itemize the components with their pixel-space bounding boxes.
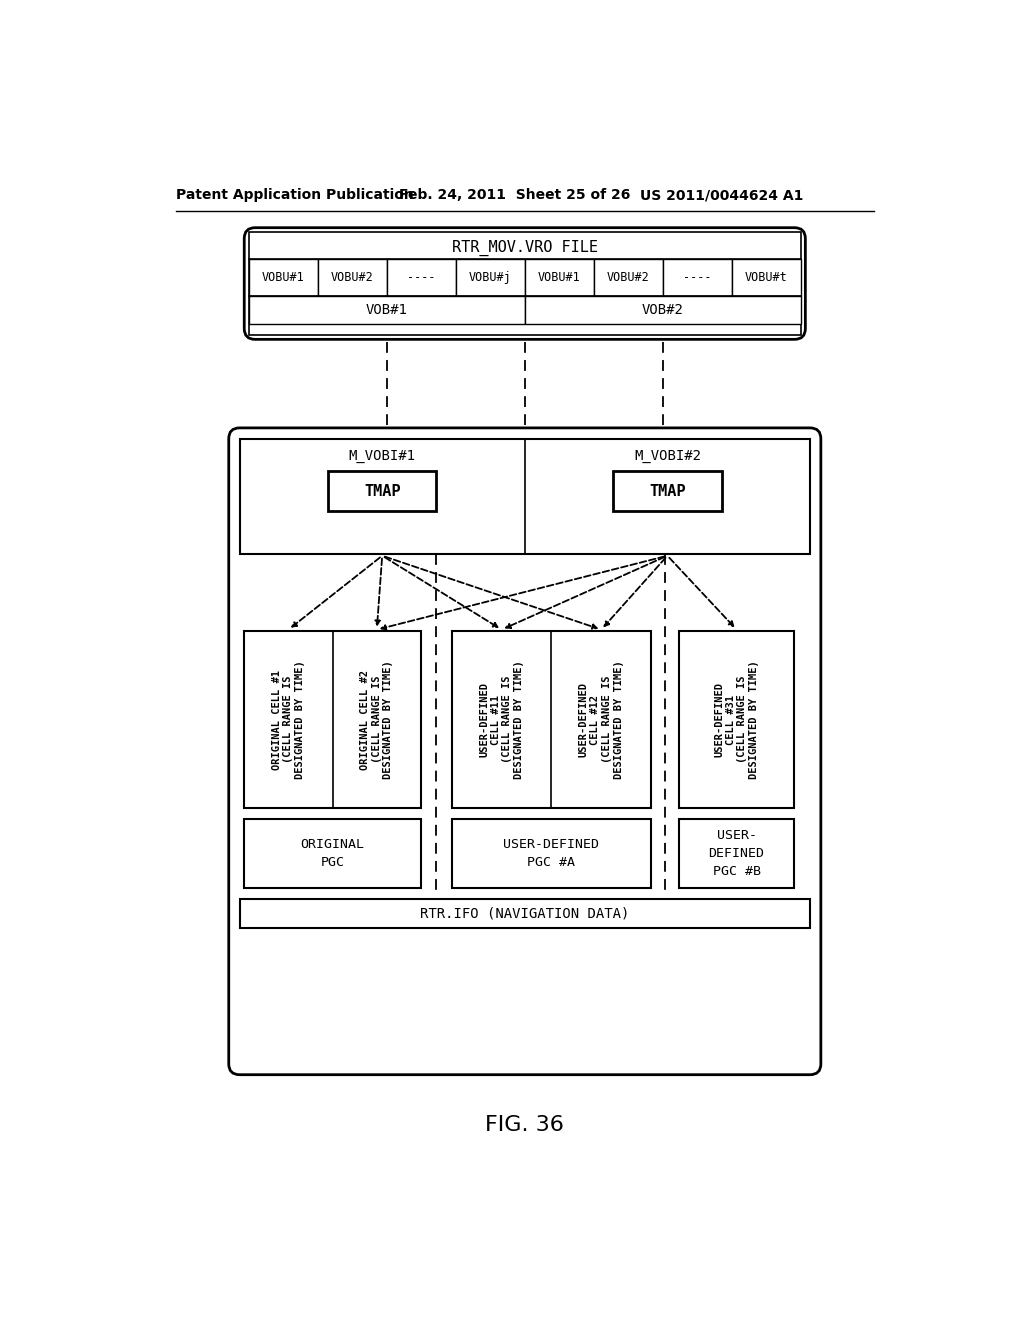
Text: M_VOBI#1: M_VOBI#1 xyxy=(349,449,416,462)
Bar xyxy=(240,899,810,928)
Text: USER-
DEFINED
PGC #B: USER- DEFINED PGC #B xyxy=(709,829,765,878)
Bar xyxy=(452,631,651,808)
Text: FIG. 36: FIG. 36 xyxy=(485,1115,564,1135)
Bar xyxy=(663,259,732,296)
Text: USER-DEFINED
CELL #12
(CELL RANGE IS
DESIGNATED BY TIME): USER-DEFINED CELL #12 (CELL RANGE IS DES… xyxy=(579,660,624,779)
Text: RTR.IFO (NAVIGATION DATA): RTR.IFO (NAVIGATION DATA) xyxy=(420,907,630,921)
Text: USER-DEFINED
CELL #31
(CELL RANGE IS
DESIGNATED BY TIME): USER-DEFINED CELL #31 (CELL RANGE IS DES… xyxy=(714,660,759,779)
Text: RTR_MOV.VRO FILE: RTR_MOV.VRO FILE xyxy=(452,240,598,256)
Bar xyxy=(245,631,421,808)
Bar xyxy=(328,471,436,511)
Bar xyxy=(456,259,524,296)
Bar xyxy=(240,438,810,554)
Text: USER-DEFINED
PGC #A: USER-DEFINED PGC #A xyxy=(504,838,599,869)
Bar xyxy=(387,259,456,296)
Text: ORIGINAL
PGC: ORIGINAL PGC xyxy=(301,838,365,869)
Bar xyxy=(732,259,801,296)
Text: TMAP: TMAP xyxy=(364,483,400,499)
FancyBboxPatch shape xyxy=(245,227,805,339)
Bar xyxy=(524,296,801,323)
Bar xyxy=(249,259,317,296)
Bar xyxy=(613,471,722,511)
Text: VOB#1: VOB#1 xyxy=(366,304,408,317)
Text: ORIGINAL CELL #1
(CELL RANGE IS
DESIGNATED BY TIME): ORIGINAL CELL #1 (CELL RANGE IS DESIGNAT… xyxy=(271,660,305,779)
Text: Feb. 24, 2011  Sheet 25 of 26: Feb. 24, 2011 Sheet 25 of 26 xyxy=(399,189,631,202)
FancyBboxPatch shape xyxy=(228,428,821,1074)
Text: US 2011/0044624 A1: US 2011/0044624 A1 xyxy=(640,189,803,202)
Bar xyxy=(249,296,525,323)
Bar xyxy=(452,818,651,888)
Bar xyxy=(594,259,663,296)
Text: VOBU#t: VOBU#t xyxy=(744,271,787,284)
Bar xyxy=(249,232,801,335)
Text: ORIGINAL CELL #2
(CELL RANGE IS
DESIGNATED BY TIME): ORIGINAL CELL #2 (CELL RANGE IS DESIGNAT… xyxy=(360,660,393,779)
Bar xyxy=(245,818,421,888)
Text: ----: ---- xyxy=(683,271,712,284)
Text: VOB#2: VOB#2 xyxy=(642,304,684,317)
Text: VOBU#1: VOBU#1 xyxy=(538,271,581,284)
Text: VOBU#2: VOBU#2 xyxy=(331,271,374,284)
Text: ----: ---- xyxy=(408,271,435,284)
Bar xyxy=(524,259,594,296)
Bar xyxy=(317,259,387,296)
Text: M_VOBI#2: M_VOBI#2 xyxy=(634,449,700,462)
Text: VOBU#1: VOBU#1 xyxy=(262,271,305,284)
Text: VOBU#j: VOBU#j xyxy=(469,271,512,284)
Text: VOBU#2: VOBU#2 xyxy=(607,271,649,284)
Text: TMAP: TMAP xyxy=(649,483,686,499)
Bar xyxy=(679,631,795,808)
Text: USER-DEFINED
CELL #11
(CELL RANGE IS
DESIGNATED BY TIME): USER-DEFINED CELL #11 (CELL RANGE IS DES… xyxy=(479,660,524,779)
Text: Patent Application Publication: Patent Application Publication xyxy=(176,189,414,202)
Bar xyxy=(679,818,795,888)
